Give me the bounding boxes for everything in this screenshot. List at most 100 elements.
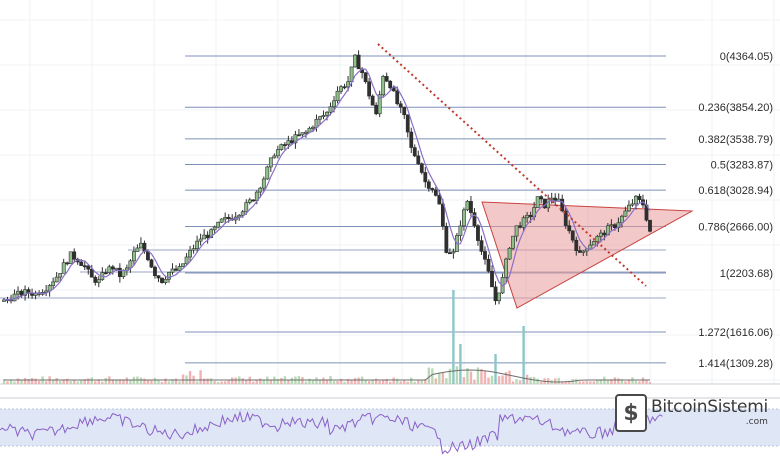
volume-bar: [392, 377, 395, 384]
volume-bar: [118, 379, 122, 384]
candle-body: [609, 224, 614, 227]
volume-bar: [171, 379, 174, 384]
volume-bar: [188, 371, 192, 384]
candle-body: [353, 54, 357, 68]
candle-body: [142, 242, 147, 252]
candle-body: [258, 187, 263, 193]
candle-body: [30, 293, 34, 296]
candle-body: [514, 225, 519, 237]
candle-body: [156, 275, 161, 279]
volume-bar: [364, 379, 367, 384]
volume-bar: [287, 379, 290, 384]
candle-body: [377, 94, 382, 115]
candle-body: [591, 241, 596, 246]
volume-bar: [62, 379, 65, 384]
candle-body: [405, 114, 410, 133]
volume-bar: [511, 381, 515, 384]
volume-bar: [617, 378, 620, 384]
candle-body: [363, 72, 368, 83]
volume-bar: [318, 379, 322, 384]
volume-bar: [122, 380, 125, 384]
candle-body: [219, 218, 224, 223]
volume-bar: [388, 381, 392, 384]
volume-bar: [262, 379, 266, 384]
candle-body: [240, 211, 245, 216]
candle-body: [458, 225, 463, 236]
volume-bar: [529, 376, 532, 384]
candle-body: [72, 251, 77, 260]
volume-bar: [241, 378, 244, 384]
candle-body: [518, 225, 522, 228]
candle-body: [634, 195, 638, 205]
candle-body: [430, 188, 435, 191]
candle-body: [433, 189, 438, 196]
volume-bar: [396, 378, 399, 384]
volume-bar: [80, 380, 83, 384]
candle-body: [367, 81, 372, 97]
fib-label-0.786: 0.786(2666.00): [698, 222, 773, 234]
candle-body: [110, 266, 115, 270]
candle-body: [114, 267, 119, 270]
candle-body: [121, 270, 126, 277]
candle-body: [577, 250, 582, 253]
candle-body: [384, 76, 389, 82]
candle-body: [275, 149, 280, 157]
volume-bar: [178, 381, 181, 384]
volume-bar: [150, 380, 153, 384]
volume-bar: [23, 378, 27, 384]
volume-bar: [613, 377, 617, 384]
candle-body: [103, 272, 108, 275]
candle-body: [89, 268, 94, 278]
volume-bar: [406, 381, 409, 384]
candle-body: [567, 225, 572, 232]
candle-body: [163, 278, 168, 283]
volume-bar: [410, 377, 413, 384]
volume-bar: [153, 377, 157, 384]
candle-body: [61, 262, 66, 274]
candle-body: [539, 196, 544, 200]
candle-body: [346, 81, 350, 88]
volume-bar: [9, 379, 13, 384]
candle-body: [226, 217, 231, 219]
candle-body: [325, 111, 329, 116]
volume-bar: [94, 381, 97, 384]
volume-bar: [325, 379, 329, 384]
candle-body: [426, 181, 431, 189]
volume-bar: [308, 378, 311, 384]
volume-bar: [403, 380, 406, 384]
candle-body: [521, 217, 526, 228]
candle-body: [19, 290, 24, 296]
candle-body: [356, 54, 361, 70]
volume-bar: [434, 378, 438, 384]
candle-body: [623, 210, 628, 217]
volume-bar: [146, 380, 150, 384]
candle-body: [328, 106, 333, 113]
volume-bar: [378, 381, 381, 384]
candle-body: [279, 144, 284, 150]
volume-bar: [564, 381, 567, 384]
volume-bar: [199, 370, 202, 384]
candle-body: [451, 251, 456, 254]
candle-body: [570, 230, 575, 241]
volume-bar: [350, 379, 353, 384]
watermark-suffix: .com: [745, 417, 768, 427]
volume-bar: [223, 381, 227, 384]
volume-bar: [522, 326, 525, 384]
candle-body: [128, 260, 133, 269]
volume-bar: [87, 378, 90, 384]
volume-bar: [73, 379, 76, 384]
volume-bar: [234, 377, 237, 384]
candle-body: [511, 235, 515, 249]
candle-body: [472, 212, 477, 226]
volume-bar: [164, 378, 167, 384]
volume-bar: [83, 379, 86, 384]
candle-body: [483, 251, 487, 260]
candle-body: [598, 232, 603, 237]
candle-body: [335, 90, 340, 102]
volume-bar: [648, 381, 652, 384]
volume-bar: [143, 378, 146, 384]
volume-bar: [353, 378, 357, 384]
volume-bar: [620, 379, 624, 384]
candle-body: [504, 258, 508, 278]
candle-body: [332, 100, 336, 108]
